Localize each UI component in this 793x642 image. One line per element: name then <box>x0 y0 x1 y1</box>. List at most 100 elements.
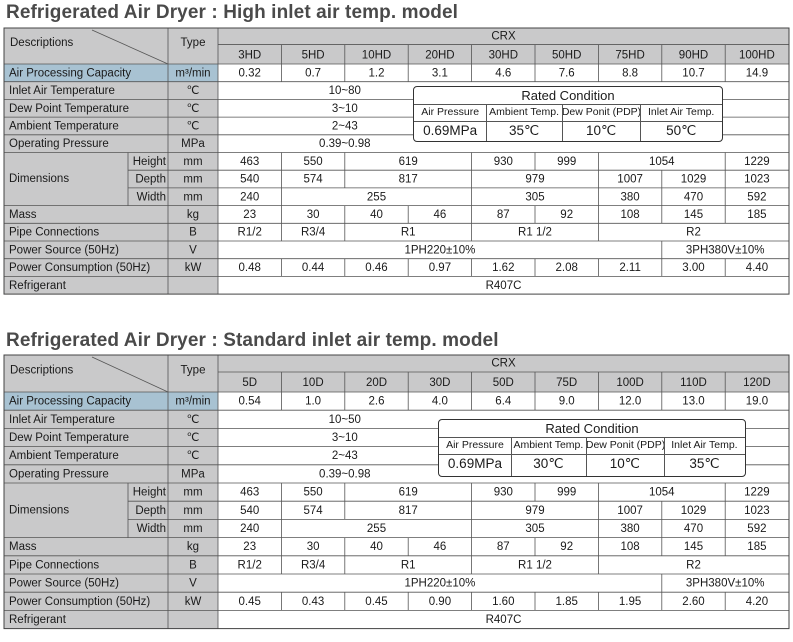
row-label: Operating Pressure <box>9 468 109 480</box>
dimensions-group-label: Dimensions <box>9 504 69 516</box>
data-cell: 930 <box>494 487 513 499</box>
row-label: Ambient Temperature <box>9 450 119 462</box>
data-cell: 1.60 <box>492 596 514 608</box>
rated-line <box>414 121 722 122</box>
data-cell: 1029 <box>681 174 707 186</box>
rated-condition-box: Rated Condition Air Pressure 0.69MPa Ambien… <box>413 86 723 142</box>
data-cell: 1PH220±10% <box>404 244 475 256</box>
data-cell: 1.62 <box>492 262 514 274</box>
data-cell: 3.1 <box>432 67 448 79</box>
row-unit: mm <box>183 156 202 168</box>
rated-condition-box: Rated Condition Air Pressure 0.69MPa Ambien… <box>438 419 746 477</box>
header-descriptions: Descriptions <box>10 37 74 49</box>
rated-line <box>510 437 512 476</box>
row-unit: mm <box>183 505 202 517</box>
data-cell: 145 <box>684 209 703 221</box>
header-descriptions: Descriptions <box>10 365 74 377</box>
model-header: 50D <box>493 377 514 389</box>
data-cell: 1054 <box>649 156 675 168</box>
data-cell: 2.08 <box>556 262 578 274</box>
data-cell: 380 <box>621 523 640 535</box>
rated-condition-header: Ambient Temp. <box>489 106 560 118</box>
data-cell: R407C <box>486 614 522 626</box>
data-cell: 470 <box>684 191 703 203</box>
data-cell: R1/2 <box>238 227 262 239</box>
data-cell: 999 <box>557 487 576 499</box>
data-cell: 0.44 <box>302 262 325 274</box>
dimension-label: Width <box>137 191 166 203</box>
data-cell: R1 <box>401 559 416 571</box>
data-cell: 463 <box>240 156 259 168</box>
row-label: Refrigerant <box>9 280 67 292</box>
dimension-label: Height <box>133 487 167 499</box>
row-label: Mass <box>9 541 37 553</box>
data-cell: 550 <box>304 487 323 499</box>
row-label: Power Consumption (50Hz) <box>9 262 150 274</box>
row-unit: ℃ <box>187 414 200 426</box>
dimension-label: Depth <box>135 174 166 186</box>
data-cell: 4.0 <box>432 396 448 408</box>
rated-condition-title: Rated Condition <box>521 88 615 103</box>
row-label: Ambient Temperature <box>9 120 119 132</box>
row-label: Air Processing Capacity <box>9 67 131 79</box>
row-unit: kg <box>187 209 199 221</box>
data-cell: 14.9 <box>746 67 768 79</box>
row-label: Air Processing Capacity <box>9 396 131 408</box>
data-cell: 46 <box>434 209 447 221</box>
data-cell: 1023 <box>744 174 770 186</box>
data-cell: R1/2 <box>238 559 262 571</box>
data-cell: 185 <box>747 209 766 221</box>
data-cell: 92 <box>560 541 573 553</box>
table-header-bg <box>4 355 789 392</box>
data-cell: 0.43 <box>302 596 324 608</box>
row-unit: ℃ <box>187 450 200 462</box>
data-cell: 2.6 <box>369 396 385 408</box>
table-title: Refrigerated Air Dryer : High inlet air … <box>6 2 459 23</box>
data-cell: 10.7 <box>682 67 704 79</box>
model-header: 5HD <box>302 49 325 61</box>
data-cell: 3~10 <box>332 103 358 115</box>
row-label: Pipe Connections <box>9 227 99 239</box>
model-header: 20D <box>366 377 387 389</box>
data-cell: 305 <box>525 191 544 203</box>
rated-line <box>640 104 642 141</box>
row-unit: mm <box>183 523 202 535</box>
data-cell: 30 <box>307 209 320 221</box>
data-cell: 3.00 <box>682 262 704 274</box>
data-cell: R3/4 <box>301 559 326 571</box>
data-cell: 1029 <box>681 505 707 517</box>
model-header: 90HD <box>679 49 708 61</box>
highlight-row-bg <box>4 392 218 411</box>
data-cell: 592 <box>747 523 766 535</box>
row-label: Dew Point Temperature <box>9 103 129 115</box>
data-cell: 8.8 <box>622 67 638 79</box>
rated-condition-header: Inlet Air Temp. <box>648 106 715 118</box>
rated-condition-header: Air Pressure <box>421 106 480 118</box>
rated-condition-value: 35℃ <box>509 123 540 138</box>
data-cell: 92 <box>560 209 573 221</box>
data-cell: 1023 <box>744 505 770 517</box>
row-unit: ℃ <box>187 432 200 444</box>
data-cell: 1.85 <box>556 596 578 608</box>
model-header: 110D <box>680 377 707 389</box>
data-cell: R3/4 <box>301 227 326 239</box>
data-cell: 619 <box>399 487 418 499</box>
row-unit: V <box>189 578 197 590</box>
row-unit: B <box>189 227 197 239</box>
data-cell: 0.90 <box>429 596 451 608</box>
row-unit: kW <box>185 596 202 608</box>
model-header: 120D <box>743 377 771 389</box>
data-cell: 6.4 <box>495 396 512 408</box>
data-cell: 540 <box>240 174 259 186</box>
model-header: 10D <box>303 377 324 389</box>
header-series: CRX <box>491 30 516 42</box>
data-cell: 4.20 <box>746 596 768 608</box>
data-cell: 305 <box>525 523 544 535</box>
row-label: Power Source (50Hz) <box>9 578 119 590</box>
row-unit: ℃ <box>187 103 200 115</box>
dimensions-group-label: Dimensions <box>9 173 69 185</box>
model-header: 5D <box>242 377 257 389</box>
model-header: 100D <box>616 377 644 389</box>
header-diagonal <box>91 356 169 393</box>
row-unit: MPa <box>181 138 205 150</box>
